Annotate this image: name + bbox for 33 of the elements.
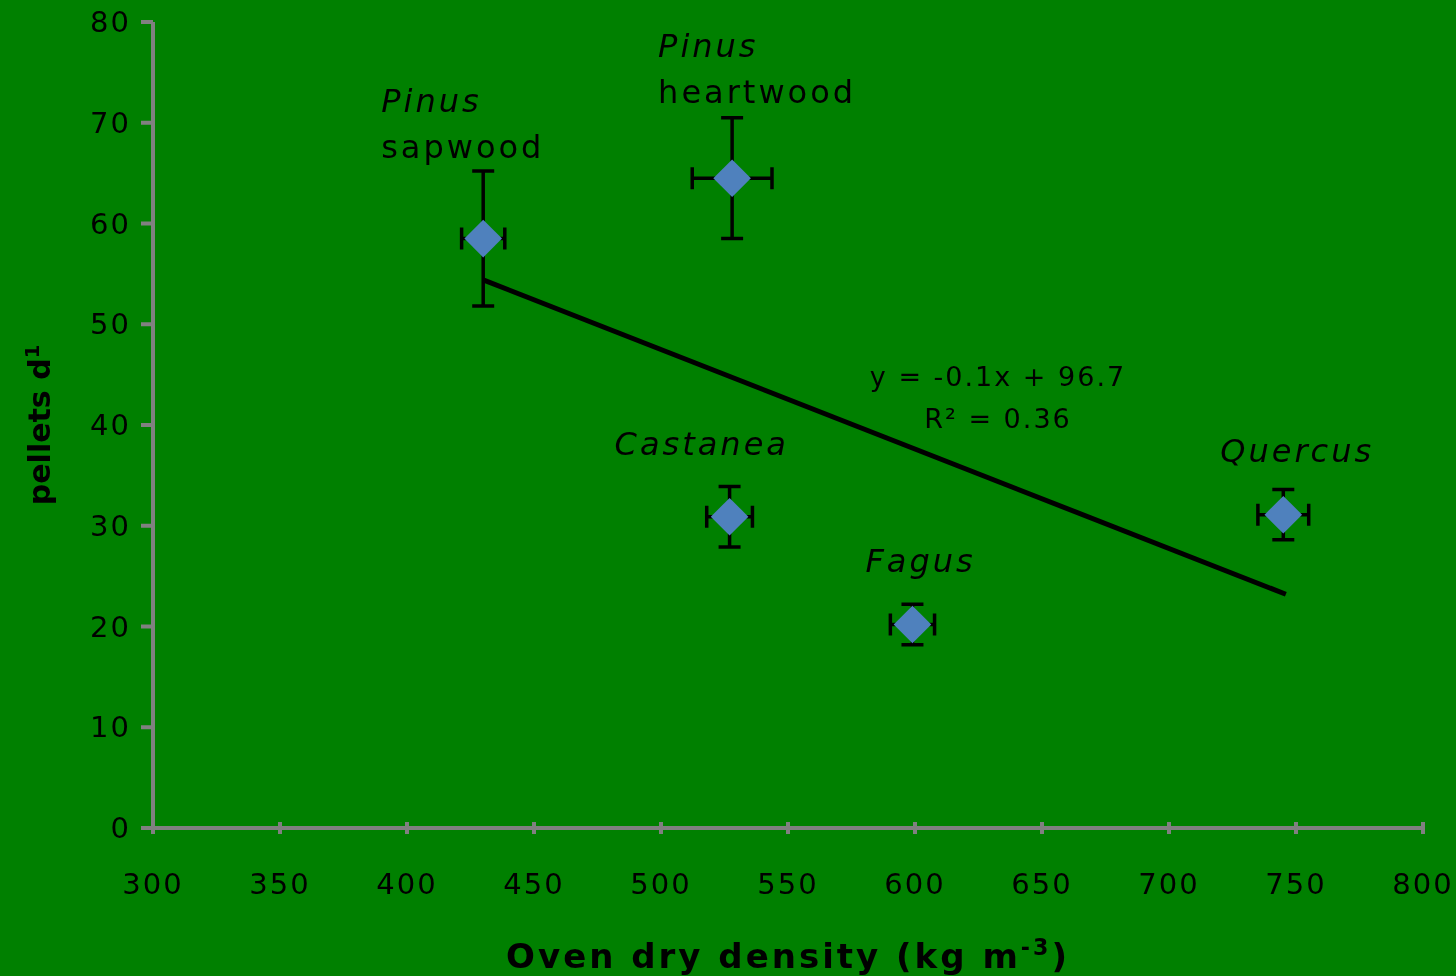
point (893, 605, 932, 644)
x-tick-label: 700 (1138, 867, 1200, 901)
x-axis-title: Oven dry density (kg m$^{-3}$) (506, 934, 1070, 976)
x-tick-label: 350 (249, 867, 311, 901)
annotation: Pinus sapwood (381, 81, 545, 166)
point (1264, 495, 1303, 534)
y-tick-label: 50 (90, 307, 131, 342)
point (713, 159, 751, 197)
x-tick-label: 650 (1011, 867, 1073, 901)
y-tick-label: 30 (90, 508, 131, 543)
x-tick-label: 600 (884, 867, 946, 901)
y-tick-label: 10 (90, 710, 131, 745)
x-tick-label: 400 (376, 867, 438, 901)
y-tick-label: 80 (90, 5, 131, 39)
x-tick-label: 800 (1392, 867, 1454, 901)
annotation: y = -0.1x + 96.7 (869, 361, 1127, 392)
point (710, 497, 749, 536)
annotation: R² = 0.36 (924, 403, 1072, 434)
x-tick-label: 550 (757, 867, 819, 901)
annotation: Pinus heartwood (658, 27, 857, 112)
x-tick-label: 450 (503, 867, 565, 901)
annotation: Castanea (614, 424, 789, 463)
y-tick-label: 70 (90, 105, 131, 140)
point (464, 219, 502, 258)
y-tick-label: 0 (110, 811, 131, 845)
x-tick-label: 750 (1265, 867, 1327, 901)
y-tick-label: 20 (90, 609, 131, 644)
annotation: Quercus (1220, 431, 1375, 470)
x-tick-label: 300 (122, 867, 184, 901)
x-tick-label: 500 (630, 867, 692, 901)
y-tick-label: 40 (90, 408, 131, 442)
y-tick-label: 60 (90, 206, 131, 241)
annotation: Fagus (865, 542, 976, 581)
